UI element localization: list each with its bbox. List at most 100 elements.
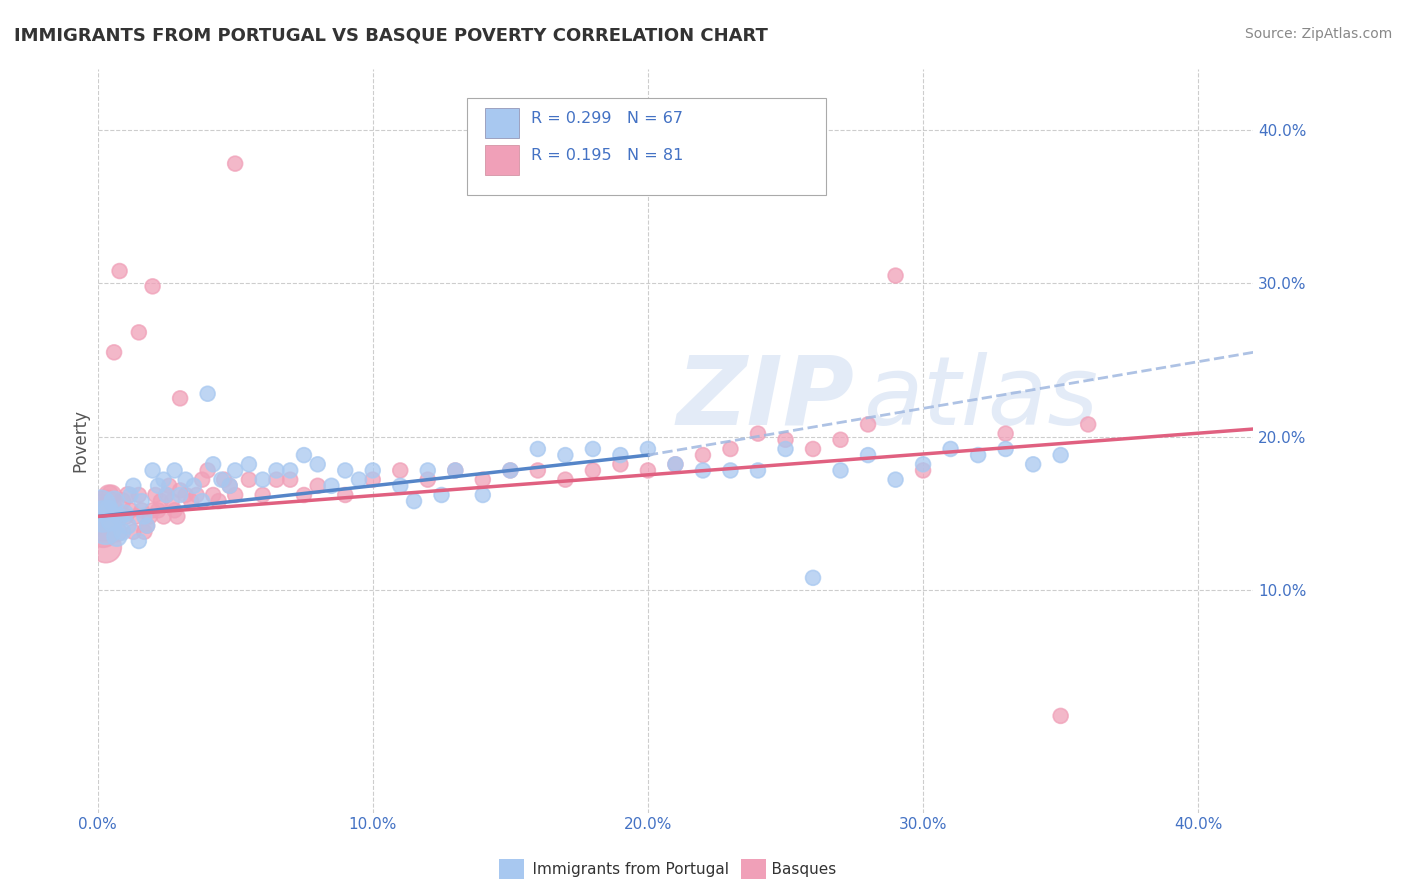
Point [163,463,186,477]
Point [527,463,550,477]
Point [335,463,357,477]
Point [238,473,260,487]
Point [91,518,114,533]
Text: R = 0.299   N = 67: R = 0.299 N = 67 [531,111,683,126]
Point [218,479,240,493]
Point [292,488,315,502]
Point [155,488,177,502]
Point [142,279,165,293]
Point [111,524,134,539]
Point [111,494,134,508]
Point [174,473,197,487]
Point [149,494,172,508]
Point [402,494,425,508]
Point [884,473,907,487]
Point [157,479,180,493]
Point [967,448,990,462]
Point [146,479,169,493]
Text: Source: ZipAtlas.com: Source: ZipAtlas.com [1244,27,1392,41]
Point [94,540,117,554]
Point [108,509,131,524]
Point [108,509,131,524]
Point [252,488,274,502]
Point [582,442,605,456]
Point [169,392,191,406]
Point [1077,417,1099,432]
Point [609,448,631,462]
Point [120,503,142,517]
Point [830,433,852,447]
Point [582,463,605,477]
Point [912,463,935,477]
Point [747,463,769,477]
Point [105,529,128,543]
Point [416,463,439,477]
Point [527,442,550,456]
Point [117,518,139,533]
Point [747,426,769,441]
Text: IMMIGRANTS FROM PORTUGAL VS BASQUE POVERTY CORRELATION CHART: IMMIGRANTS FROM PORTUGAL VS BASQUE POVER… [14,27,768,45]
Point [347,473,370,487]
Point [142,503,165,517]
Text: R = 0.195   N = 81: R = 0.195 N = 81 [531,148,683,163]
Point [307,479,329,493]
Point [801,571,824,585]
Point [554,448,576,462]
Point [97,503,120,517]
Point [471,473,494,487]
Point [856,417,879,432]
Point [94,499,117,513]
Point [884,268,907,283]
FancyBboxPatch shape [485,145,519,175]
Point [912,458,935,472]
Point [499,463,522,477]
Point [994,442,1017,456]
Point [169,483,191,498]
Text: Immigrants from Portugal: Immigrants from Portugal [513,863,730,877]
Point [266,473,288,487]
Point [361,463,384,477]
Point [224,488,246,502]
Point [103,345,125,359]
Point [389,479,412,493]
Point [202,488,225,502]
Point [91,524,114,539]
Point [197,463,219,477]
Point [100,488,122,502]
Point [114,509,136,524]
Point [430,488,453,502]
Point [389,463,412,477]
Point [146,503,169,517]
Point [186,488,208,502]
Point [266,463,288,477]
Point [191,473,214,487]
Point [103,509,125,524]
Point [609,458,631,472]
Point [775,433,797,447]
Point [136,518,159,533]
Point [692,463,714,477]
Point [278,473,301,487]
Point [471,488,494,502]
Point [97,488,120,502]
Point [117,488,139,502]
Point [1049,709,1071,723]
Point [131,494,153,508]
Point [361,473,384,487]
Point [692,448,714,462]
Point [97,514,120,528]
Point [134,509,156,524]
Point [554,473,576,487]
Point [1049,448,1071,462]
Point [152,473,174,487]
Point [202,458,225,472]
Point [166,509,188,524]
Point [197,386,219,401]
Point [122,524,145,539]
Point [131,503,153,517]
Point [128,534,150,549]
Point [125,509,148,524]
Point [994,426,1017,441]
Point [100,514,122,528]
Point [120,488,142,502]
